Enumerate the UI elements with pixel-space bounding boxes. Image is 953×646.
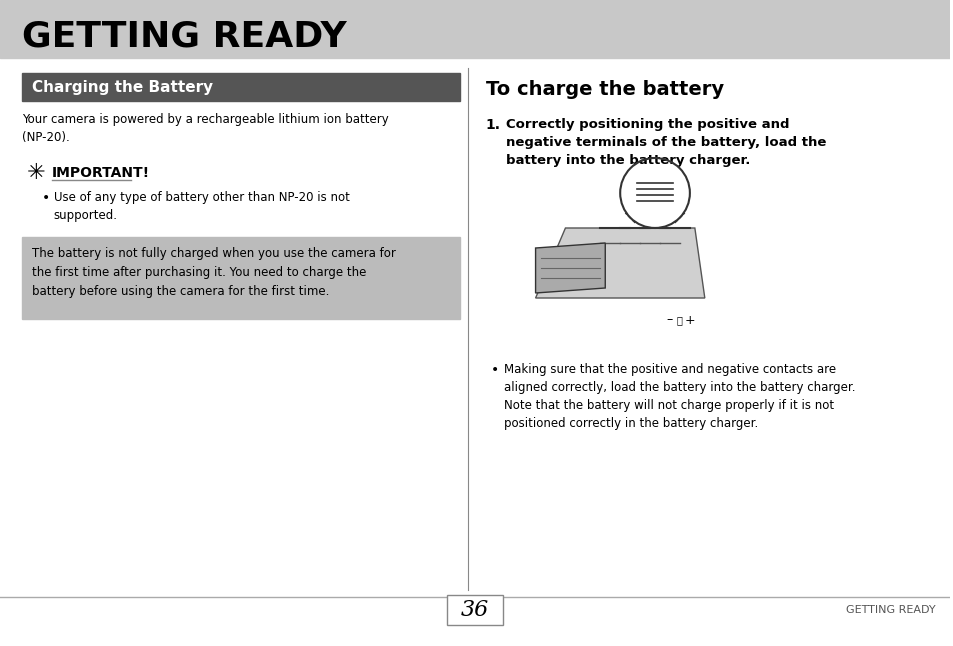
Text: Your camera is powered by a rechargeable lithium ion battery
(NP-20).: Your camera is powered by a rechargeable… xyxy=(22,113,388,144)
Text: +: + xyxy=(684,313,695,326)
Text: IMPORTANT!: IMPORTANT! xyxy=(51,166,150,180)
Text: GETTING READY: GETTING READY xyxy=(22,19,346,53)
Text: The battery is not fully charged when you use the camera for
the first time afte: The battery is not fully charged when yo… xyxy=(31,247,395,298)
Text: 36: 36 xyxy=(460,599,489,621)
Text: Correctly positioning the positive and
negative terminals of the battery, load t: Correctly positioning the positive and n… xyxy=(505,118,825,167)
Text: Ⓣ: Ⓣ xyxy=(677,315,682,325)
Text: ✳: ✳ xyxy=(27,163,45,183)
Text: GETTING READY: GETTING READY xyxy=(845,605,935,615)
Bar xyxy=(22,73,459,101)
Polygon shape xyxy=(535,228,704,298)
Text: •: • xyxy=(42,191,50,205)
Text: Making sure that the positive and negative contacts are
aligned correctly, load : Making sure that the positive and negati… xyxy=(503,363,854,430)
Text: 1.: 1. xyxy=(485,118,500,132)
Polygon shape xyxy=(535,243,604,293)
Text: Charging the Battery: Charging the Battery xyxy=(31,79,213,94)
Bar xyxy=(0,0,948,58)
Text: Use of any type of battery other than NP-20 is not
supported.: Use of any type of battery other than NP… xyxy=(53,191,349,222)
Bar xyxy=(447,595,502,625)
Bar xyxy=(22,237,459,319)
Text: To charge the battery: To charge the battery xyxy=(485,80,723,99)
Text: –: – xyxy=(666,313,673,326)
Text: •: • xyxy=(490,363,498,377)
